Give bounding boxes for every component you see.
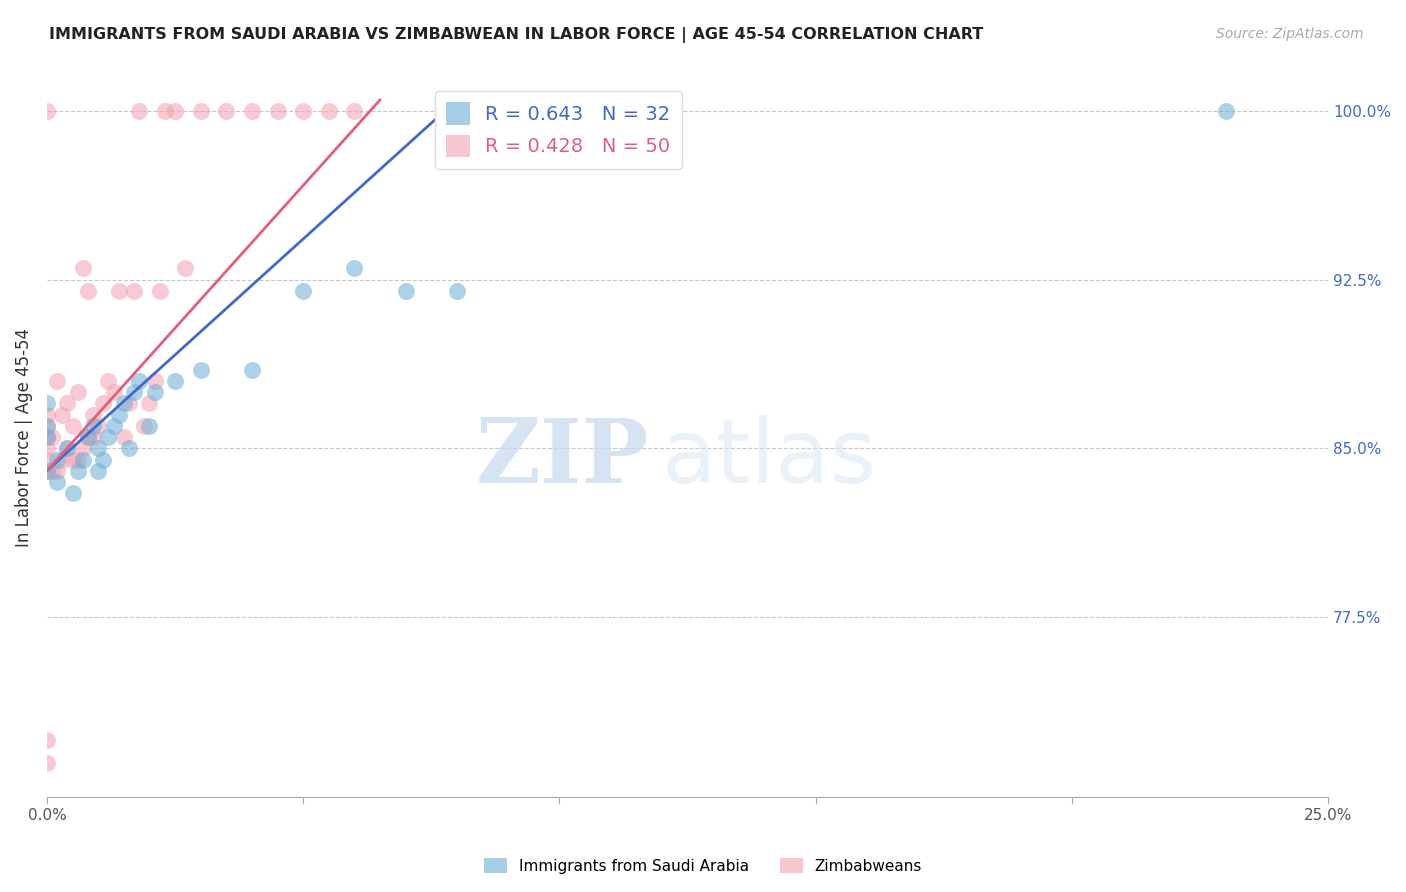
Point <box>35 464 58 478</box>
Point <box>143 374 166 388</box>
Point <box>97 374 120 388</box>
Point <box>72 442 94 456</box>
Point <box>66 385 89 400</box>
Point <box>163 104 186 119</box>
Text: IMMIGRANTS FROM SAUDI ARABIA VS ZIMBABWEAN IN LABOR FORCE | AGE 45-54 CORRELATIO: IMMIGRANTS FROM SAUDI ARABIA VS ZIMBABWE… <box>49 27 983 43</box>
Point <box>118 396 141 410</box>
Point <box>134 418 156 433</box>
Point <box>77 430 100 444</box>
Point <box>35 418 58 433</box>
Point <box>46 374 69 388</box>
Point <box>138 418 160 433</box>
Point <box>153 104 176 119</box>
Point <box>35 756 58 770</box>
Point <box>72 452 94 467</box>
Point <box>77 284 100 298</box>
Point <box>35 396 58 410</box>
Point <box>87 464 110 478</box>
Point <box>112 430 135 444</box>
Point <box>46 464 69 478</box>
Point <box>35 418 58 433</box>
Point <box>292 104 315 119</box>
Point <box>128 104 150 119</box>
Point <box>240 362 263 376</box>
Point <box>35 452 58 467</box>
Text: atlas: atlas <box>662 415 877 502</box>
Point <box>41 464 63 478</box>
Point <box>35 464 58 478</box>
Point <box>35 442 58 456</box>
Point <box>163 374 186 388</box>
Point <box>446 284 468 298</box>
Legend: R = 0.643   N = 32, R = 0.428   N = 50: R = 0.643 N = 32, R = 0.428 N = 50 <box>434 91 682 169</box>
Text: ZIP: ZIP <box>475 415 650 502</box>
Point <box>66 452 89 467</box>
Point <box>122 284 145 298</box>
Point <box>103 385 125 400</box>
Point <box>118 442 141 456</box>
Point <box>41 430 63 444</box>
Point <box>122 385 145 400</box>
Point <box>46 452 69 467</box>
Point <box>343 261 366 276</box>
Point <box>46 475 69 489</box>
Point <box>82 430 104 444</box>
Point <box>266 104 288 119</box>
Point <box>87 418 110 433</box>
Point <box>35 408 58 422</box>
Point <box>190 104 212 119</box>
Point <box>77 430 100 444</box>
Point <box>215 104 238 119</box>
Point <box>82 408 104 422</box>
Point <box>66 464 89 478</box>
Point <box>138 396 160 410</box>
Point <box>174 261 197 276</box>
Point <box>1215 104 1237 119</box>
Point <box>62 452 84 467</box>
Point <box>35 430 58 444</box>
Point <box>343 104 366 119</box>
Point <box>97 430 120 444</box>
Point <box>143 385 166 400</box>
Point <box>62 418 84 433</box>
Point <box>103 418 125 433</box>
Point <box>318 104 340 119</box>
Point <box>91 396 114 410</box>
Point <box>51 408 73 422</box>
Legend: Immigrants from Saudi Arabia, Zimbabweans: Immigrants from Saudi Arabia, Zimbabwean… <box>478 852 928 880</box>
Point <box>149 284 172 298</box>
Point <box>51 452 73 467</box>
Point <box>56 396 79 410</box>
Point <box>128 374 150 388</box>
Point <box>107 408 129 422</box>
Point <box>56 442 79 456</box>
Point <box>82 418 104 433</box>
Y-axis label: In Labor Force | Age 45-54: In Labor Force | Age 45-54 <box>15 327 32 547</box>
Point <box>107 284 129 298</box>
Point <box>112 396 135 410</box>
Point <box>91 452 114 467</box>
Point <box>395 284 418 298</box>
Point <box>72 261 94 276</box>
Point <box>190 362 212 376</box>
Point <box>35 430 58 444</box>
Point <box>87 442 110 456</box>
Point <box>56 442 79 456</box>
Point <box>35 104 58 119</box>
Point <box>35 733 58 747</box>
Point <box>292 284 315 298</box>
Point <box>62 486 84 500</box>
Point <box>240 104 263 119</box>
Text: Source: ZipAtlas.com: Source: ZipAtlas.com <box>1216 27 1364 41</box>
